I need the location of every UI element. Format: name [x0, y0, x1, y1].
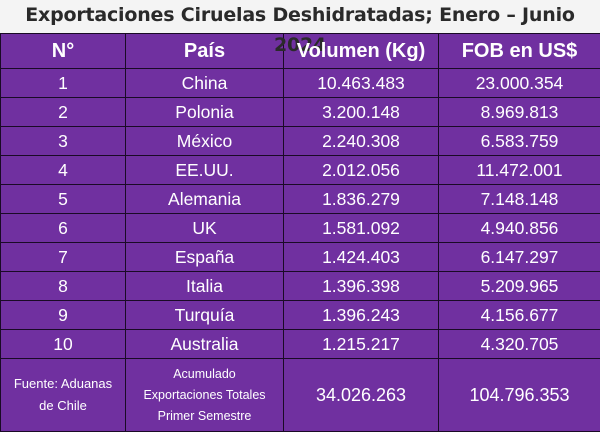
totals-label-line-2: Exportaciones Totales: [143, 387, 266, 402]
table-row: 9 Turquía 1.396.243 4.156.677: [0, 300, 600, 330]
totals-label: Acumulado Exportaciones Totales Primer S…: [125, 358, 284, 432]
table-row: 7 España 1.424.403 6.147.297: [0, 242, 600, 272]
row-number: 7: [0, 242, 126, 272]
row-volume: 2.240.308: [283, 126, 439, 156]
row-country: China: [125, 68, 284, 98]
header-country: País: [125, 33, 284, 69]
row-fob: 4.156.677: [438, 300, 600, 330]
header-fob: FOB en US$: [438, 33, 600, 69]
row-country: Alemania: [125, 184, 284, 214]
row-fob: 6.147.297: [438, 242, 600, 272]
row-volume: 1.836.279: [283, 184, 439, 214]
table-row: 4 EE.UU. 2.012.056 11.472.001: [0, 155, 600, 185]
row-fob: 23.000.354: [438, 68, 600, 98]
total-fob: 104.796.353: [438, 358, 600, 432]
row-number: 1: [0, 68, 126, 98]
row-fob: 5.209.965: [438, 271, 600, 301]
row-number: 10: [0, 329, 126, 359]
row-number: 8: [0, 271, 126, 301]
row-volume: 3.200.148: [283, 97, 439, 127]
row-number: 3: [0, 126, 126, 156]
totals-label-line-1: Acumulado: [173, 366, 236, 381]
row-country: España: [125, 242, 284, 272]
table-row: 6 UK 1.581.092 4.940.856: [0, 213, 600, 243]
row-country: UK: [125, 213, 284, 243]
table-row: 8 Italia 1.396.398 5.209.965: [0, 271, 600, 301]
row-fob: 11.472.001: [438, 155, 600, 185]
row-country: Turquía: [125, 300, 284, 330]
row-volume: 2.012.056: [283, 155, 439, 185]
source-line-2: de Chile: [39, 398, 87, 413]
exports-table: N° País Volumen (Kg) FOB en US$ 1 China …: [0, 33, 600, 432]
row-fob: 8.969.813: [438, 97, 600, 127]
row-country: Australia: [125, 329, 284, 359]
row-volume: 1.215.217: [283, 329, 439, 359]
row-number: 6: [0, 213, 126, 243]
table-row: 2 Polonia 3.200.148 8.969.813: [0, 97, 600, 127]
row-country: México: [125, 126, 284, 156]
row-fob: 6.583.759: [438, 126, 600, 156]
total-volume: 34.026.263: [283, 358, 439, 432]
row-volume: 1.424.403: [283, 242, 439, 272]
row-number: 2: [0, 97, 126, 127]
table-row: 5 Alemania 1.836.279 7.148.148: [0, 184, 600, 214]
row-fob: 4.940.856: [438, 213, 600, 243]
source-line-1: Fuente: Aduanas: [13, 376, 113, 391]
header-row: N° País Volumen (Kg) FOB en US$: [0, 33, 600, 69]
table-row: 3 México 2.240.308 6.583.759: [0, 126, 600, 156]
row-country: Italia: [125, 271, 284, 301]
row-fob: 4.320.705: [438, 329, 600, 359]
source-note: Fuente: Aduanas de Chile: [0, 358, 126, 432]
row-fob: 7.148.148: [438, 184, 600, 214]
header-number: N°: [0, 33, 126, 69]
row-volume: 1.396.243: [283, 300, 439, 330]
table-row: 10 Australia 1.215.217 4.320.705: [0, 329, 600, 359]
row-volume: 1.581.092: [283, 213, 439, 243]
row-country: EE.UU.: [125, 155, 284, 185]
row-volume: 1.396.398: [283, 271, 439, 301]
row-number: 4: [0, 155, 126, 185]
row-volume: 10.463.483: [283, 68, 439, 98]
totals-row: Fuente: Aduanas de Chile Acumulado Expor…: [0, 358, 600, 432]
row-number: 5: [0, 184, 126, 214]
row-country: Polonia: [125, 97, 284, 127]
table-title: Exportaciones Ciruelas Deshidratadas; En…: [0, 0, 600, 56]
row-number: 9: [0, 300, 126, 330]
totals-label-line-3: Primer Semestre: [157, 408, 252, 423]
table-row: 1 China 10.463.483 23.000.354: [0, 68, 600, 98]
